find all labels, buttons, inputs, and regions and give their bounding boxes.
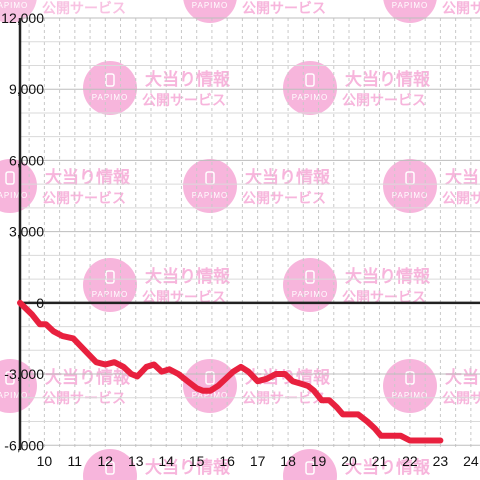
x-tick-label: 16 [219,453,235,469]
watermark-badge [283,258,337,312]
axes [18,18,480,450]
watermark-brand: PAPIMO [392,391,429,400]
y-tick-label: -3,000 [4,366,44,382]
watermark-brand: PAPIMO [0,191,28,200]
phone-icon [5,171,15,185]
watermark-text-line1: 大当り情報 [245,167,331,188]
x-tick-label: 17 [250,453,266,469]
watermark-brand: PAPIMO [0,391,28,400]
watermark-text-line1: 大当り情報 [345,69,431,90]
watermark-badge [183,0,237,23]
y-tick-label: 0 [36,295,44,311]
watermark-brand: PAPIMO [92,93,129,102]
watermark-badge [183,159,237,213]
watermark-badge [83,258,137,312]
watermark-badge [0,0,37,23]
phone-icon [305,73,315,87]
y-tick-label: 6,000 [9,152,44,168]
y-tick-label: 9,000 [9,81,44,97]
watermark-text-line1: 大当り情報 [345,457,431,478]
watermark-text-line2: 公開サービス [442,391,480,407]
watermark-text-line2: 公開サービス [42,391,126,407]
x-tick-label: 13 [128,453,144,469]
watermark-text-line2: 公開サービス [242,191,326,207]
x-tick-label: 15 [189,453,205,469]
watermark-brand: PAPIMO [392,191,429,200]
watermark-brand: PAPIMO [192,191,229,200]
phone-icon [205,371,215,385]
watermark-badge [83,449,137,480]
watermark-text-line2: 公開サービス [442,191,480,207]
x-tick-label: 23 [433,453,449,469]
x-tick-label: 11 [68,453,83,469]
phone-icon [105,461,115,475]
x-tick-label: 24 [463,453,479,469]
watermark-text-line1: 大当り情報 [145,266,231,287]
x-tick-label: 14 [158,453,174,469]
phone-icon [105,270,115,284]
watermark-badge [83,61,137,115]
watermark-text-line1: 大当り情報 [345,266,431,287]
watermark-text-line2: 公開サービス [42,191,126,207]
series-line-0 [17,299,444,444]
x-tick-label: 18 [280,453,296,469]
x-tick-label: 21 [372,453,388,469]
watermark-badge [283,61,337,115]
watermark-brand: PAPIMO [192,1,229,10]
series-layer [17,299,444,444]
watermark-text-line1: 大当り情報 [445,167,480,188]
x-tick-label: 12 [98,453,114,469]
phone-icon [305,270,315,284]
phone-icon [105,73,115,87]
watermark-brand: PAPIMO [292,290,329,299]
watermark-brand: PAPIMO [0,1,28,10]
grid [20,17,480,450]
x-tick-label: 10 [37,453,53,469]
watermark-brand: PAPIMO [92,290,129,299]
x-tick-label: 20 [341,453,357,469]
y-tick-label: -6,000 [4,437,44,453]
watermark-text-line2: 公開サービス [242,1,326,17]
tick-labels: -6,000 -3,000 0 3,000 6,000 9,000 12,000 10 11 12… [1,10,479,469]
watermark-text-line1: 大当り情報 [445,367,480,388]
watermark-text-line2: 公開サービス [242,391,326,407]
watermark-text-line1: 大当り情報 [145,69,231,90]
watermark-badge [283,449,337,480]
watermark-text-line2: 公開サービス [342,93,426,109]
y-tick-label: 3,000 [9,224,44,240]
watermark-badge [383,0,437,23]
phone-icon [5,371,15,385]
watermark-brand: PAPIMO [292,93,329,102]
watermark-text-line2: 公開サービス [442,1,480,17]
y-tick-label: 12,000 [1,10,44,26]
watermark-text-line1: 大当り情報 [45,367,131,388]
phone-icon [305,461,315,475]
watermark-text-line2: 公開サービス [42,1,126,17]
watermark-text-line2: 公開サービス [142,93,226,109]
x-tick-label: 19 [311,453,327,469]
x-tick-label: 22 [402,453,418,469]
watermark-brand: PAPIMO [392,1,429,10]
watermark-text-line1: 大当り情報 [45,167,131,188]
watermark-brand: PAPIMO [192,391,229,400]
watermark-text-line1: 大当り情報 [145,457,231,478]
